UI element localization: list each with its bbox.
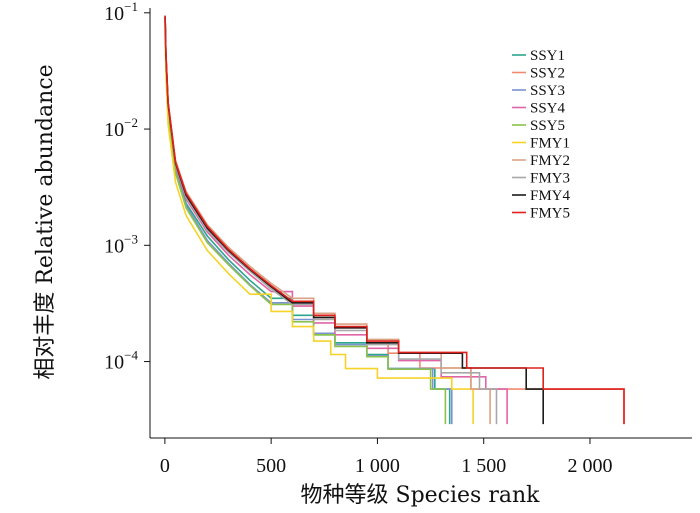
- series-line-fmy4: [164, 16, 544, 425]
- legend-label-ssy5: SSY5: [530, 118, 565, 134]
- x-ticks: 0 500 1 000 1 500 2 000: [160, 438, 612, 477]
- series-line-ssy3: [164, 20, 453, 425]
- legend-label-fmy2: FMY2: [530, 153, 570, 169]
- y-tick-label: 10−2: [104, 115, 138, 141]
- x-tick-label: 1 000: [355, 455, 400, 477]
- y-ticks: 10−1 10−2 10−3 10−4: [104, 0, 150, 374]
- x-tick-label: 0: [160, 455, 170, 477]
- y-tick-label: 10−3: [104, 231, 138, 257]
- series-line-ssy1: [164, 18, 451, 425]
- legend-label-ssy2: SSY2: [530, 66, 565, 82]
- series-line-fmy1: [164, 27, 474, 425]
- legend-label-fmy4: FMY4: [530, 188, 571, 204]
- series-line-ssy5: [164, 24, 447, 425]
- series-line-fmy3: [164, 18, 498, 425]
- y-tick-label: 10−4: [104, 348, 138, 374]
- x-tick-label: 1 500: [461, 455, 506, 477]
- legend-label-ssy1: SSY1: [530, 48, 565, 64]
- y-tick-label: 10−1: [104, 0, 138, 25]
- y-axis-label: 相对丰度 Relative abundance: [33, 64, 58, 379]
- legend-label-fmy5: FMY5: [530, 206, 570, 222]
- x-tick-label: 2 000: [567, 455, 612, 477]
- legend-label-fmy3: FMY3: [530, 171, 570, 187]
- series-line-fmy5: [164, 15, 625, 425]
- series-layer: [164, 15, 625, 425]
- legend-label-ssy3: SSY3: [530, 83, 565, 99]
- series-line-ssy4: [164, 18, 508, 425]
- legend-label-fmy1: FMY1: [530, 136, 570, 152]
- legend-label-ssy4: SSY4: [530, 101, 566, 117]
- x-tick-label: 500: [256, 455, 286, 477]
- x-axis-label: 物种等级 Species rank: [301, 483, 541, 508]
